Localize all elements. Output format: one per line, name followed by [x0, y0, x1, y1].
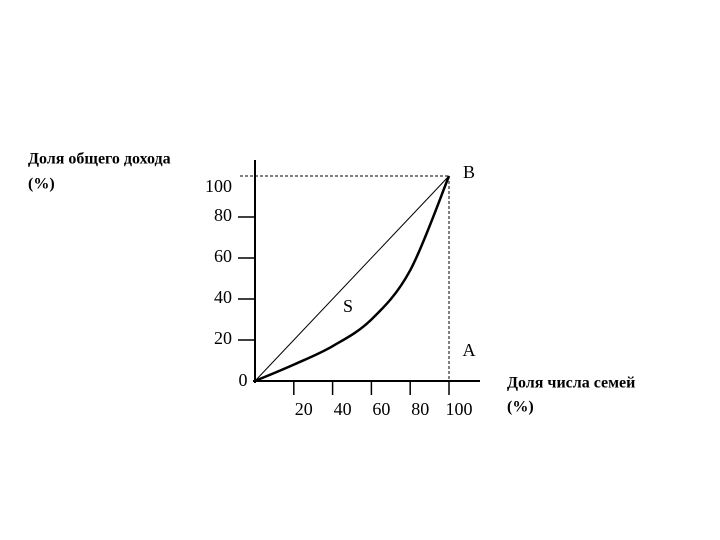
- equality-line: [254, 175, 450, 382]
- y-axis-title: (%): [28, 176, 55, 193]
- lorenz-curve: [254, 175, 451, 383]
- y-tick-label: 100: [205, 176, 232, 196]
- point-label: B: [463, 162, 475, 182]
- x-tick-label: 40: [334, 399, 352, 419]
- y-tick-label: 20: [214, 328, 232, 348]
- x-tick-label: 100: [446, 399, 473, 419]
- x-tick-label: 20: [295, 399, 313, 419]
- x-axis-title: (%): [507, 399, 534, 416]
- y-tick-label: 60: [214, 246, 232, 266]
- point-label: A: [463, 340, 476, 360]
- y-tick-label: 80: [214, 205, 232, 225]
- y-axis-title: Доля общего дохода: [28, 151, 171, 168]
- point-label: S: [343, 296, 353, 316]
- x-tick-label: 60: [372, 399, 390, 419]
- y-tick-label: 40: [214, 287, 232, 307]
- x-axis-title: Доля числа семей: [507, 375, 635, 392]
- x-tick-label: 80: [411, 399, 429, 419]
- origin-label: 0: [239, 370, 248, 390]
